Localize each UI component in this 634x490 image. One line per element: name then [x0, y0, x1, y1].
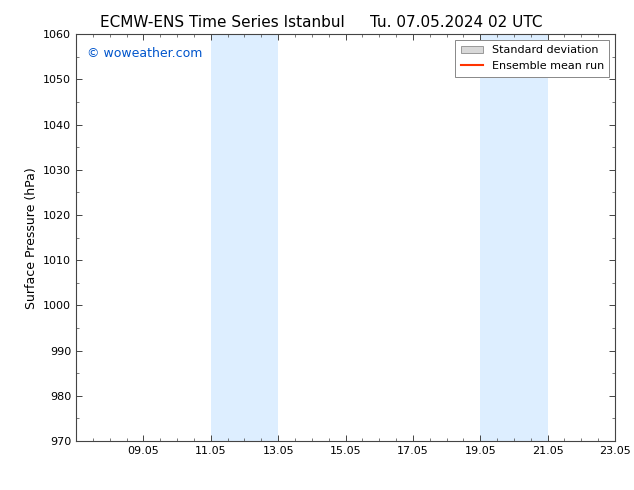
Bar	[210, 34, 278, 441]
Text: Tu. 07.05.2024 02 UTC: Tu. 07.05.2024 02 UTC	[370, 15, 543, 30]
Legend: Standard deviation, Ensemble mean run: Standard deviation, Ensemble mean run	[455, 40, 609, 76]
Text: © woweather.com: © woweather.com	[87, 47, 202, 59]
Y-axis label: Surface Pressure (hPa): Surface Pressure (hPa)	[25, 167, 37, 309]
Text: ECMW-ENS Time Series Istanbul: ECMW-ENS Time Series Istanbul	[100, 15, 344, 30]
Bar	[480, 34, 548, 441]
